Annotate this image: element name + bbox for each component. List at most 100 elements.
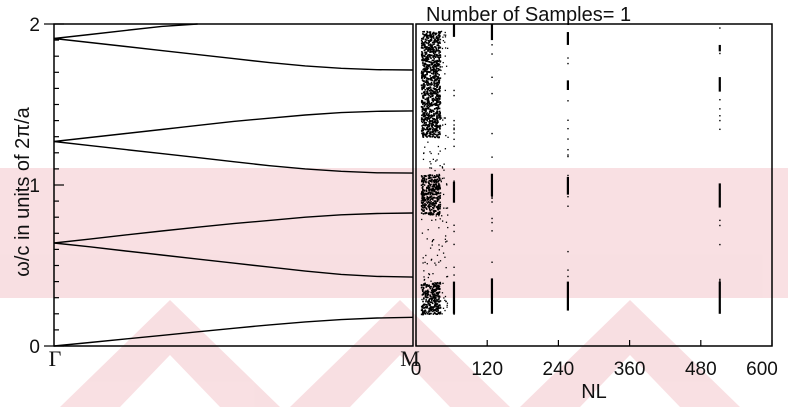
scatter-point — [422, 286, 425, 289]
scatter-point — [432, 117, 434, 120]
scatter-point — [432, 124, 434, 126]
scatter-point — [425, 290, 428, 292]
scatter-point — [426, 192, 429, 195]
scatter-point — [425, 60, 428, 62]
scatter-point — [435, 303, 437, 306]
scatter-point — [432, 185, 435, 187]
scatter-point — [430, 111, 433, 113]
scatter-point — [421, 298, 423, 301]
scatter-point — [426, 71, 428, 74]
scatter-point — [437, 175, 440, 177]
scatter-point — [491, 308, 493, 310]
scatter-point — [430, 208, 433, 211]
scatter-point — [427, 46, 430, 49]
scatter-point — [428, 302, 430, 305]
scatter-point — [453, 266, 455, 268]
scatter-point — [429, 167, 431, 169]
scatter-point — [432, 92, 434, 95]
scatter-point — [422, 204, 425, 207]
scatter-point — [422, 112, 425, 114]
scatter-point — [426, 238, 428, 240]
scatter-point — [427, 100, 430, 102]
scatter-point — [421, 51, 423, 53]
scatter-point — [438, 81, 441, 83]
scatter-point — [426, 37, 428, 39]
scatter-point — [427, 98, 430, 100]
scatter-point — [567, 62, 569, 65]
scatter-point — [427, 177, 430, 180]
scatter-point — [421, 312, 424, 314]
scatter-point — [428, 118, 431, 120]
scatter-point — [423, 77, 426, 80]
scatter-point — [439, 165, 441, 167]
scatter-point — [424, 40, 427, 43]
scatter-point — [437, 293, 439, 295]
scatter-point — [437, 108, 439, 111]
scatter-point — [430, 195, 433, 197]
scatter-point — [432, 286, 435, 288]
scatter-point — [420, 202, 423, 204]
scatter-point — [491, 197, 493, 199]
scatter-point — [426, 92, 429, 95]
scatter-point — [438, 282, 441, 285]
scatter-point — [434, 204, 436, 207]
scatter-point — [444, 295, 447, 298]
scatter-point — [719, 45, 721, 47]
scatter-point — [446, 207, 449, 209]
scatter-point — [438, 47, 440, 49]
scatter-point — [436, 310, 438, 313]
scatter-point — [432, 202, 435, 204]
scatter-point — [436, 59, 438, 62]
scatter-point — [426, 120, 429, 122]
scatter-point — [435, 129, 438, 132]
scatter-point — [426, 35, 429, 38]
scatter-point — [430, 36, 433, 39]
scatter-point — [436, 90, 438, 92]
scatter-point — [426, 114, 428, 116]
scatter-point — [423, 87, 425, 89]
scatter-point — [434, 183, 437, 185]
scatter-point — [426, 55, 428, 58]
scatter-point — [437, 205, 440, 207]
scatter-point — [446, 240, 448, 242]
scatter-point — [438, 99, 440, 101]
scatter-point — [439, 196, 441, 199]
scatter-point — [491, 132, 493, 135]
scatter-point — [719, 283, 721, 286]
scatter-point — [428, 196, 430, 199]
scatter-point — [426, 105, 428, 108]
scatter-point — [421, 87, 423, 90]
scatter-point — [431, 244, 433, 246]
y-axis-label: ω/c in units of 2π/a — [12, 106, 34, 276]
scatter-point — [425, 306, 428, 309]
scatter-point — [426, 114, 429, 117]
scatter-point — [438, 204, 440, 206]
scatter-point — [420, 70, 423, 73]
scatter-point — [438, 297, 440, 300]
scatter-point — [433, 79, 436, 82]
scatter-point — [435, 312, 437, 315]
scatter-point — [444, 41, 446, 43]
scatter-point — [429, 193, 432, 196]
scatter-point — [437, 305, 439, 307]
scatter-point — [423, 42, 425, 44]
scatter-point — [426, 294, 429, 297]
scatter-point — [426, 68, 429, 71]
scatter-point — [427, 212, 430, 215]
scatter-point — [429, 180, 432, 183]
scatter-point — [434, 41, 437, 43]
scatter-point — [423, 291, 425, 294]
scatter-point — [435, 288, 437, 291]
scatter-point — [424, 46, 427, 48]
scatter-point — [429, 93, 432, 95]
scatter-point — [429, 122, 431, 124]
scatter-point — [433, 58, 435, 60]
right-x-ticks — [415, 340, 773, 346]
scatter-point — [431, 122, 434, 124]
scatter-point — [435, 123, 437, 126]
scatter-point — [444, 31, 446, 34]
scatter-point — [424, 111, 426, 114]
scatter-point — [439, 205, 441, 208]
scatter-point — [436, 206, 438, 209]
scatter-point — [435, 160, 437, 162]
